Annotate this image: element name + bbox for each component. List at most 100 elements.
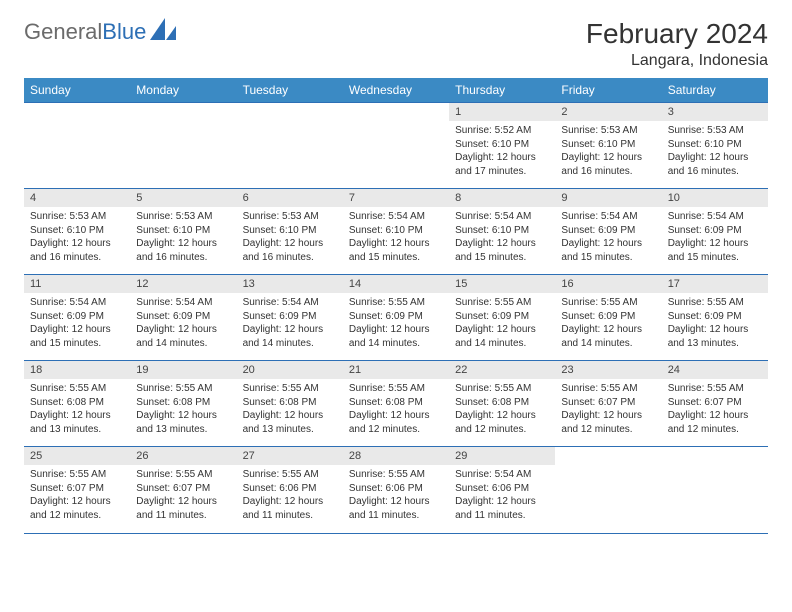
calendar-row: 1Sunrise: 5:52 AMSunset: 6:10 PMDaylight…: [24, 103, 768, 189]
day-content: Sunrise: 5:55 AMSunset: 6:09 PMDaylight:…: [343, 293, 449, 356]
location: Langara, Indonesia: [586, 52, 768, 70]
day-number: 9: [555, 189, 661, 207]
day-content: Sunrise: 5:55 AMSunset: 6:09 PMDaylight:…: [662, 293, 768, 356]
day-content: Sunrise: 5:55 AMSunset: 6:06 PMDaylight:…: [237, 465, 343, 528]
logo-word-blue: Blue: [102, 19, 146, 44]
day-content: Sunrise: 5:55 AMSunset: 6:07 PMDaylight:…: [130, 465, 236, 528]
calendar-cell: 2Sunrise: 5:53 AMSunset: 6:10 PMDaylight…: [555, 103, 661, 189]
calendar-cell: 29Sunrise: 5:54 AMSunset: 6:06 PMDayligh…: [449, 447, 555, 533]
day-number: [237, 103, 343, 121]
calendar-cell: 12Sunrise: 5:54 AMSunset: 6:09 PMDayligh…: [130, 275, 236, 361]
day-number: 22: [449, 361, 555, 379]
day-number: [24, 103, 130, 121]
day-number: 29: [449, 447, 555, 465]
day-number: 16: [555, 275, 661, 293]
day-number: 18: [24, 361, 130, 379]
logo-word-general: General: [24, 19, 102, 44]
calendar-cell: [662, 447, 768, 533]
calendar-cell: 8Sunrise: 5:54 AMSunset: 6:10 PMDaylight…: [449, 189, 555, 275]
weekday-header-row: SundayMondayTuesdayWednesdayThursdayFrid…: [24, 78, 768, 103]
day-number: 2: [555, 103, 661, 121]
weekday-header: Monday: [130, 78, 236, 103]
day-content: Sunrise: 5:53 AMSunset: 6:10 PMDaylight:…: [130, 207, 236, 270]
day-number: 23: [555, 361, 661, 379]
calendar-cell: 17Sunrise: 5:55 AMSunset: 6:09 PMDayligh…: [662, 275, 768, 361]
day-content: Sunrise: 5:53 AMSunset: 6:10 PMDaylight:…: [662, 121, 768, 184]
day-number: 21: [343, 361, 449, 379]
day-number: 4: [24, 189, 130, 207]
day-content: Sunrise: 5:55 AMSunset: 6:08 PMDaylight:…: [343, 379, 449, 442]
day-content: Sunrise: 5:55 AMSunset: 6:07 PMDaylight:…: [555, 379, 661, 442]
calendar-cell: [24, 103, 130, 189]
weekday-header: Thursday: [449, 78, 555, 103]
calendar-cell: 18Sunrise: 5:55 AMSunset: 6:08 PMDayligh…: [24, 361, 130, 447]
calendar-cell: 28Sunrise: 5:55 AMSunset: 6:06 PMDayligh…: [343, 447, 449, 533]
day-content: Sunrise: 5:54 AMSunset: 6:09 PMDaylight:…: [24, 293, 130, 356]
day-content: Sunrise: 5:55 AMSunset: 6:07 PMDaylight:…: [24, 465, 130, 528]
calendar-row: 25Sunrise: 5:55 AMSunset: 6:07 PMDayligh…: [24, 447, 768, 533]
day-number: 15: [449, 275, 555, 293]
calendar-cell: 15Sunrise: 5:55 AMSunset: 6:09 PMDayligh…: [449, 275, 555, 361]
weekday-header: Friday: [555, 78, 661, 103]
day-number: 7: [343, 189, 449, 207]
calendar-cell: 4Sunrise: 5:53 AMSunset: 6:10 PMDaylight…: [24, 189, 130, 275]
day-content: Sunrise: 5:55 AMSunset: 6:08 PMDaylight:…: [130, 379, 236, 442]
calendar-row: 11Sunrise: 5:54 AMSunset: 6:09 PMDayligh…: [24, 275, 768, 361]
day-number: 20: [237, 361, 343, 379]
day-number: 26: [130, 447, 236, 465]
day-content: Sunrise: 5:53 AMSunset: 6:10 PMDaylight:…: [237, 207, 343, 270]
day-number: 8: [449, 189, 555, 207]
day-content: Sunrise: 5:54 AMSunset: 6:09 PMDaylight:…: [555, 207, 661, 270]
calendar-cell: 10Sunrise: 5:54 AMSunset: 6:09 PMDayligh…: [662, 189, 768, 275]
calendar-cell: [237, 103, 343, 189]
calendar-cell: 3Sunrise: 5:53 AMSunset: 6:10 PMDaylight…: [662, 103, 768, 189]
calendar-cell: 27Sunrise: 5:55 AMSunset: 6:06 PMDayligh…: [237, 447, 343, 533]
day-number: 17: [662, 275, 768, 293]
day-number: 3: [662, 103, 768, 121]
calendar-cell: 24Sunrise: 5:55 AMSunset: 6:07 PMDayligh…: [662, 361, 768, 447]
calendar-cell: 14Sunrise: 5:55 AMSunset: 6:09 PMDayligh…: [343, 275, 449, 361]
day-content: Sunrise: 5:55 AMSunset: 6:08 PMDaylight:…: [237, 379, 343, 442]
day-number: 10: [662, 189, 768, 207]
day-number: 11: [24, 275, 130, 293]
day-content: Sunrise: 5:54 AMSunset: 6:06 PMDaylight:…: [449, 465, 555, 528]
day-number: 24: [662, 361, 768, 379]
calendar-cell: 1Sunrise: 5:52 AMSunset: 6:10 PMDaylight…: [449, 103, 555, 189]
day-number: 6: [237, 189, 343, 207]
day-number: 14: [343, 275, 449, 293]
calendar-cell: [555, 447, 661, 533]
month-title: February 2024: [586, 18, 768, 50]
calendar-cell: 25Sunrise: 5:55 AMSunset: 6:07 PMDayligh…: [24, 447, 130, 533]
calendar-cell: 19Sunrise: 5:55 AMSunset: 6:08 PMDayligh…: [130, 361, 236, 447]
day-number: [130, 103, 236, 121]
calendar-cell: 23Sunrise: 5:55 AMSunset: 6:07 PMDayligh…: [555, 361, 661, 447]
day-content: Sunrise: 5:55 AMSunset: 6:09 PMDaylight:…: [555, 293, 661, 356]
calendar-cell: 5Sunrise: 5:53 AMSunset: 6:10 PMDaylight…: [130, 189, 236, 275]
day-number: 27: [237, 447, 343, 465]
day-number: 13: [237, 275, 343, 293]
day-content: Sunrise: 5:55 AMSunset: 6:08 PMDaylight:…: [24, 379, 130, 442]
day-content: Sunrise: 5:53 AMSunset: 6:10 PMDaylight:…: [555, 121, 661, 184]
calendar-cell: 13Sunrise: 5:54 AMSunset: 6:09 PMDayligh…: [237, 275, 343, 361]
day-content: Sunrise: 5:54 AMSunset: 6:09 PMDaylight:…: [130, 293, 236, 356]
weekday-header: Tuesday: [237, 78, 343, 103]
logo: GeneralBlue: [24, 18, 176, 45]
weekday-header: Saturday: [662, 78, 768, 103]
title-block: February 2024 Langara, Indonesia: [586, 18, 768, 70]
calendar-cell: 11Sunrise: 5:54 AMSunset: 6:09 PMDayligh…: [24, 275, 130, 361]
calendar-cell: 21Sunrise: 5:55 AMSunset: 6:08 PMDayligh…: [343, 361, 449, 447]
calendar-cell: 26Sunrise: 5:55 AMSunset: 6:07 PMDayligh…: [130, 447, 236, 533]
calendar-cell: [343, 103, 449, 189]
calendar-cell: 16Sunrise: 5:55 AMSunset: 6:09 PMDayligh…: [555, 275, 661, 361]
day-number: 25: [24, 447, 130, 465]
day-content: Sunrise: 5:55 AMSunset: 6:09 PMDaylight:…: [449, 293, 555, 356]
calendar-cell: 7Sunrise: 5:54 AMSunset: 6:10 PMDaylight…: [343, 189, 449, 275]
sail-icon: [150, 18, 176, 45]
day-content: Sunrise: 5:55 AMSunset: 6:07 PMDaylight:…: [662, 379, 768, 442]
calendar-cell: [130, 103, 236, 189]
calendar-row: 18Sunrise: 5:55 AMSunset: 6:08 PMDayligh…: [24, 361, 768, 447]
logo-text: GeneralBlue: [24, 19, 146, 45]
day-number: 5: [130, 189, 236, 207]
day-content: Sunrise: 5:55 AMSunset: 6:06 PMDaylight:…: [343, 465, 449, 528]
day-number: [555, 447, 661, 465]
